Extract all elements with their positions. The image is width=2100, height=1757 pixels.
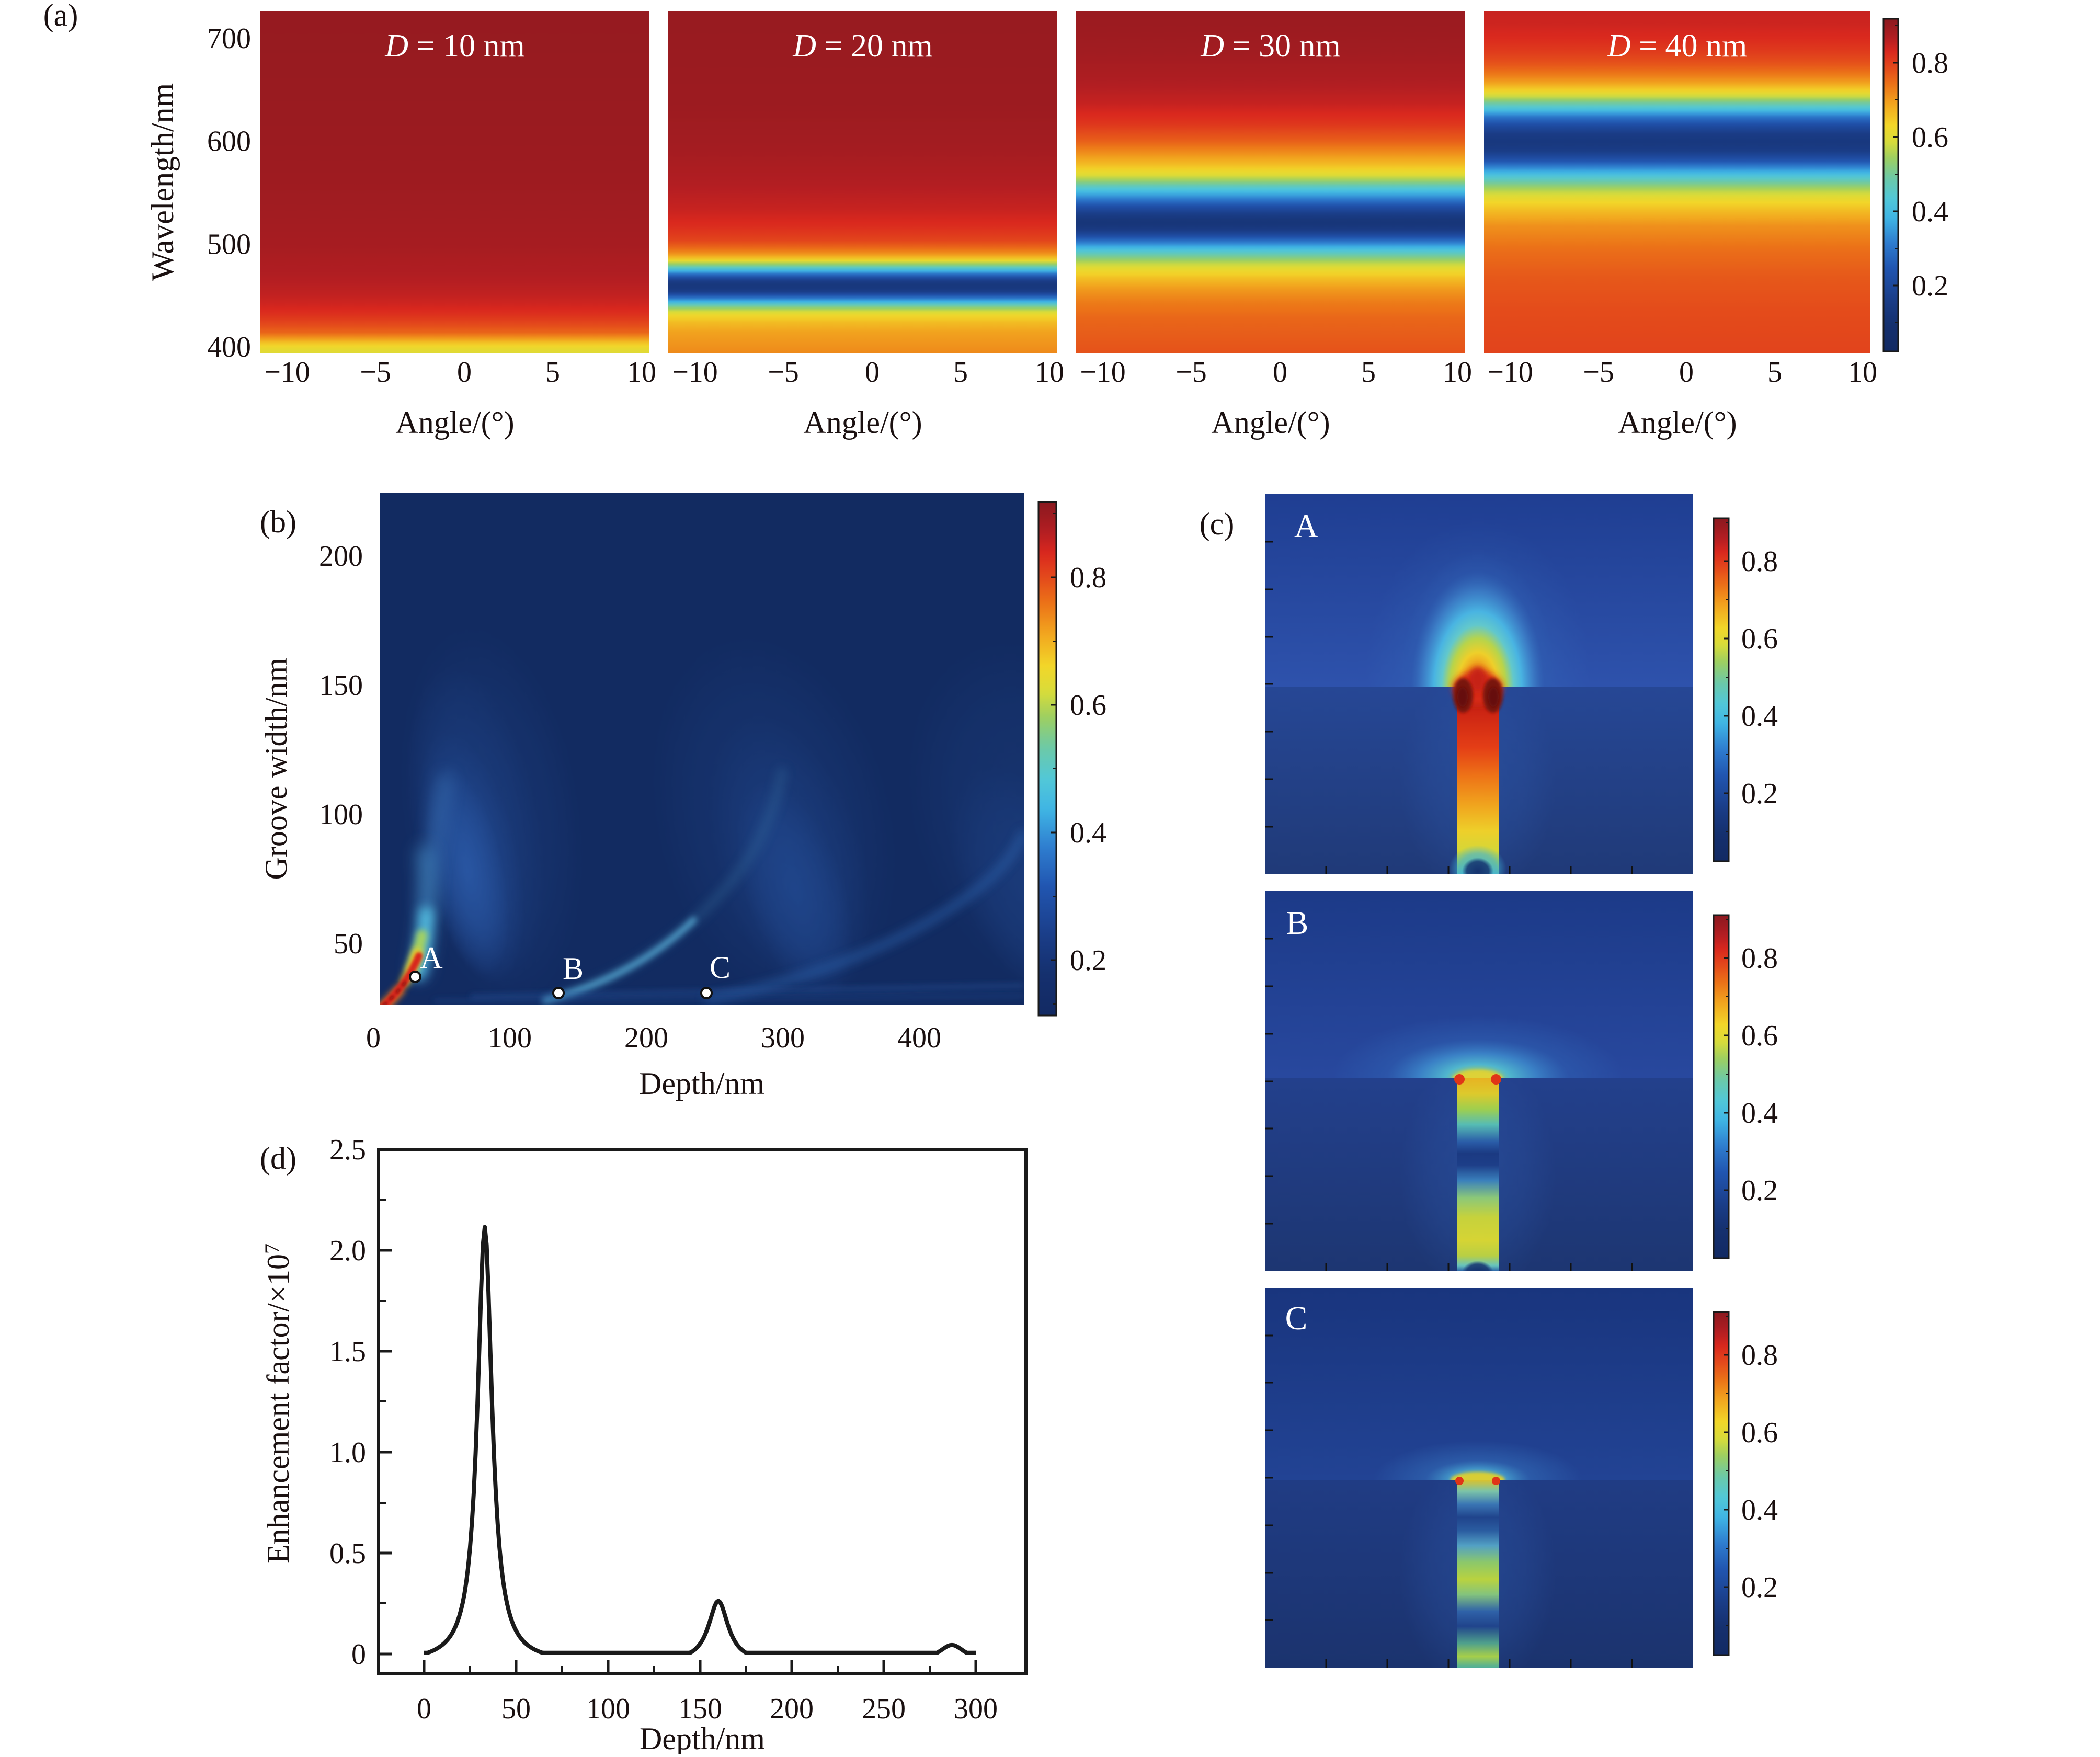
svg-text:0.2: 0.2 — [1070, 944, 1106, 977]
svg-text:D = 30 nm: D = 30 nm — [1200, 28, 1340, 64]
svg-text:0.5: 0.5 — [329, 1537, 366, 1570]
svg-text:10: 10 — [1443, 356, 1472, 389]
svg-text:0.6: 0.6 — [1741, 623, 1778, 655]
svg-text:−10: −10 — [1080, 356, 1126, 389]
svg-text:5: 5 — [953, 356, 968, 389]
svg-text:600: 600 — [207, 126, 251, 158]
svg-text:0.2: 0.2 — [1741, 1571, 1778, 1604]
svg-text:D = 10 nm: D = 10 nm — [384, 28, 524, 64]
svg-text:0.4: 0.4 — [1741, 1494, 1778, 1526]
svg-text:Angle/(°): Angle/(°) — [395, 405, 514, 440]
svg-text:0.4: 0.4 — [1741, 700, 1778, 733]
svg-text:0.4: 0.4 — [1741, 1097, 1778, 1130]
svg-text:0.2: 0.2 — [1912, 270, 1948, 302]
svg-text:−5: −5 — [360, 356, 391, 389]
svg-text:5: 5 — [1767, 356, 1782, 389]
svg-text:(c): (c) — [1200, 507, 1235, 541]
svg-text:D = 40 nm: D = 40 nm — [1607, 28, 1747, 64]
svg-text:(d): (d) — [260, 1141, 296, 1176]
svg-text:−10: −10 — [672, 356, 718, 389]
svg-text:100: 100 — [319, 798, 363, 831]
svg-text:0: 0 — [351, 1638, 366, 1671]
svg-text:A: A — [420, 941, 442, 975]
svg-text:200: 200 — [770, 1693, 814, 1725]
svg-text:2.0: 2.0 — [329, 1235, 366, 1267]
svg-text:A: A — [1294, 507, 1318, 544]
svg-text:0.2: 0.2 — [1741, 1174, 1778, 1207]
svg-text:200: 200 — [319, 540, 363, 573]
svg-text:Angle/(°): Angle/(°) — [1211, 405, 1330, 440]
svg-text:150: 150 — [319, 669, 363, 702]
svg-text:(b): (b) — [260, 505, 296, 539]
svg-text:700: 700 — [207, 22, 251, 55]
svg-text:0.8: 0.8 — [1070, 562, 1106, 594]
svg-text:Enhancement factor/×107: Enhancement factor/×107 — [260, 1243, 295, 1564]
svg-text:150: 150 — [678, 1693, 722, 1725]
svg-text:0: 0 — [417, 1693, 431, 1725]
svg-text:−10: −10 — [1487, 356, 1533, 389]
svg-text:100: 100 — [586, 1693, 630, 1725]
svg-text:0: 0 — [366, 1022, 381, 1054]
svg-text:10: 10 — [1848, 356, 1877, 389]
svg-text:0.8: 0.8 — [1912, 47, 1948, 79]
svg-text:C: C — [1285, 1299, 1308, 1337]
svg-text:0.6: 0.6 — [1741, 1417, 1778, 1449]
svg-text:0.6: 0.6 — [1070, 689, 1106, 722]
svg-text:Angle/(°): Angle/(°) — [803, 405, 922, 440]
svg-text:−5: −5 — [1583, 356, 1614, 389]
svg-text:0.8: 0.8 — [1741, 942, 1778, 975]
svg-text:0.6: 0.6 — [1741, 1020, 1778, 1052]
svg-text:10: 10 — [627, 356, 656, 389]
svg-text:0: 0 — [457, 356, 472, 389]
svg-text:1.0: 1.0 — [329, 1436, 366, 1469]
svg-text:0: 0 — [1679, 356, 1694, 389]
svg-text:5: 5 — [1361, 356, 1376, 389]
svg-text:300: 300 — [954, 1693, 998, 1725]
svg-text:D = 20 nm: D = 20 nm — [792, 28, 932, 64]
svg-text:0.8: 0.8 — [1741, 1339, 1778, 1372]
svg-text:Depth/nm: Depth/nm — [640, 1721, 765, 1754]
svg-text:0.4: 0.4 — [1912, 196, 1948, 228]
svg-text:400: 400 — [207, 331, 251, 363]
svg-text:250: 250 — [862, 1693, 906, 1725]
svg-text:300: 300 — [761, 1022, 805, 1054]
svg-text:0.4: 0.4 — [1070, 817, 1106, 849]
svg-text:0.8: 0.8 — [1741, 545, 1778, 578]
svg-text:−5: −5 — [1175, 356, 1207, 389]
svg-text:Angle/(°): Angle/(°) — [1618, 405, 1737, 440]
svg-text:500: 500 — [207, 228, 251, 260]
svg-text:B: B — [563, 951, 584, 986]
svg-text:Groove width/nm: Groove width/nm — [259, 658, 293, 880]
svg-text:(a): (a) — [43, 0, 78, 32]
svg-text:100: 100 — [488, 1022, 532, 1054]
svg-text:50: 50 — [334, 928, 363, 960]
svg-text:2.5: 2.5 — [329, 1134, 366, 1166]
svg-text:200: 200 — [624, 1022, 668, 1054]
svg-text:B: B — [1286, 904, 1309, 941]
svg-text:0.6: 0.6 — [1912, 121, 1948, 154]
svg-text:0.2: 0.2 — [1741, 778, 1778, 810]
svg-text:50: 50 — [501, 1693, 531, 1725]
svg-text:Depth/nm: Depth/nm — [639, 1066, 764, 1101]
svg-text:10: 10 — [1035, 356, 1064, 389]
svg-text:0: 0 — [865, 356, 880, 389]
svg-text:C: C — [710, 950, 731, 985]
svg-text:400: 400 — [897, 1022, 941, 1054]
svg-text:5: 5 — [545, 356, 560, 389]
svg-text:Wavelength/nm: Wavelength/nm — [145, 83, 180, 281]
svg-text:−10: −10 — [264, 356, 310, 389]
svg-text:0: 0 — [1273, 356, 1287, 389]
svg-text:−5: −5 — [768, 356, 799, 389]
svg-text:1.5: 1.5 — [329, 1336, 366, 1368]
